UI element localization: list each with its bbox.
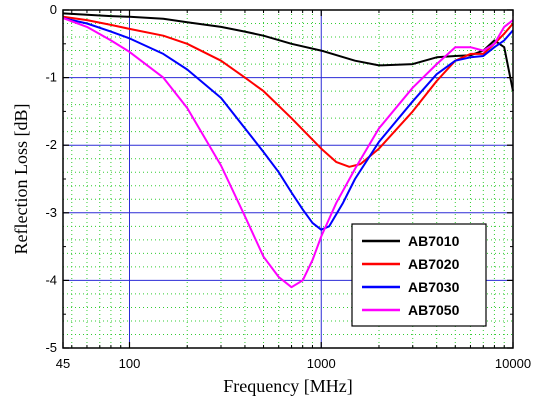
y-axis-title: Reflection Loss [dB] xyxy=(11,104,31,255)
y-tick-label: -2 xyxy=(45,137,57,152)
series-line-ab7030 xyxy=(62,17,514,231)
series-line-ab7020 xyxy=(62,15,514,168)
x-tick-label: 45 xyxy=(56,356,70,371)
x-axis-title: Frequency [MHz] xyxy=(223,376,352,396)
series-lines xyxy=(62,12,514,289)
y-tick-label: -1 xyxy=(45,70,57,85)
legend-label: AB7010 xyxy=(408,233,460,249)
y-tick-label: -3 xyxy=(45,205,57,220)
legend-label: AB7050 xyxy=(408,302,460,318)
y-tick-label: -4 xyxy=(45,272,57,287)
series-line-ab7010 xyxy=(62,12,514,92)
x-tick-label: 10000 xyxy=(495,356,531,371)
legend-label: AB7020 xyxy=(408,256,460,272)
axis-tick-labels: 45 100 1000 10000 0 -1 -2 -3 -4 -5 xyxy=(45,2,531,371)
series-line-ab7050 xyxy=(62,17,514,289)
minor-gridlines xyxy=(63,10,513,348)
y-tick-label: 0 xyxy=(50,2,57,17)
x-tick-label: 100 xyxy=(119,356,141,371)
legend-label: AB7030 xyxy=(408,279,460,295)
legend: AB7010 AB7020 AB7030 AB7050 xyxy=(351,223,487,327)
x-tick-label: 1000 xyxy=(307,356,336,371)
y-tick-label: -5 xyxy=(45,340,57,355)
axis-ticks xyxy=(62,9,514,349)
